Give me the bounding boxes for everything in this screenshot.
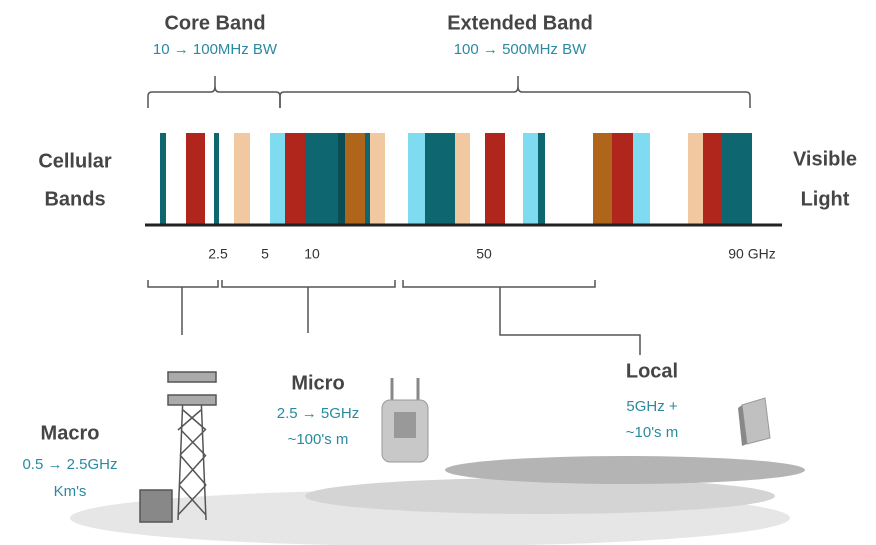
local-coverage xyxy=(445,456,805,484)
side-label: Visible xyxy=(793,148,857,170)
brace xyxy=(221,280,396,333)
band-subtitle: 10 → 100MHz BW xyxy=(153,41,278,58)
band-title: Extended Band xyxy=(447,12,593,34)
local-box-icon xyxy=(738,397,771,446)
side-label: Cellular xyxy=(38,150,112,172)
axis-label: 5 xyxy=(261,246,269,262)
axis-label: 50 xyxy=(476,246,492,262)
macro-tower-icon xyxy=(139,371,217,523)
micro-ap-icon xyxy=(381,378,429,463)
band-title: Core Band xyxy=(164,12,265,34)
band-subtitle: 100 → 500MHz BW xyxy=(454,41,587,58)
side-label: Bands xyxy=(44,188,105,210)
cell-detail: ~100's m xyxy=(288,431,349,448)
cell-name: Macro xyxy=(41,422,100,444)
cell-detail: 5GHz + xyxy=(626,398,678,415)
cell-detail: Km's xyxy=(54,483,87,500)
spectrum-stripes xyxy=(160,133,752,225)
micro-coverage xyxy=(305,478,775,514)
cell-name: Local xyxy=(626,360,678,382)
brace xyxy=(279,76,751,108)
brace xyxy=(147,76,281,108)
brace xyxy=(402,280,641,355)
axis-label: 90 GHz xyxy=(728,246,775,262)
cell-detail: 2.5 → 5GHz xyxy=(277,405,360,422)
side-label: Light xyxy=(801,188,850,210)
cell-detail: ~10's m xyxy=(626,424,678,441)
cell-name: Micro xyxy=(291,372,344,394)
brace xyxy=(147,280,219,335)
cell-detail: 0.5 → 2.5GHz xyxy=(22,456,117,473)
axis-label: 2.5 xyxy=(208,246,228,262)
axis-label: 10 xyxy=(304,246,320,262)
